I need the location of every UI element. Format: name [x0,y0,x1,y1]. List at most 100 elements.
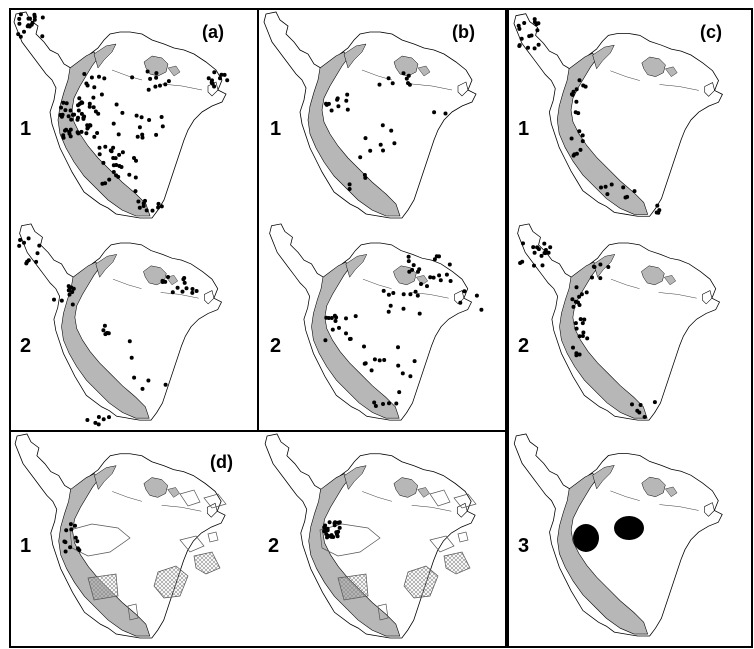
occurrence-point [163,382,168,387]
occurrence-point [102,76,107,81]
occurrence-point [432,110,437,115]
occurrence-point [160,278,165,283]
occurrence-point [68,134,73,139]
occurrence-point [61,135,66,140]
occurrence-point [170,290,175,295]
occurrence-point [101,328,106,333]
occurrence-point [91,105,96,110]
occurrence-point [180,289,185,294]
occurrence-point [85,418,90,422]
panel-c-map-1-points [516,17,662,215]
occurrence-point [516,23,521,28]
occurrence-point [194,289,199,293]
occurrence-point [91,95,96,100]
occurrence-point [576,300,580,305]
occurrence-point [76,546,80,551]
occurrence-point [431,275,436,280]
occurrence-point [25,24,30,29]
occurrence-point [22,29,26,34]
occurrence-point [337,325,341,330]
occurrence-point [401,71,406,76]
occurrence-point [111,170,116,174]
occurrence-point [120,110,125,115]
occurrence-point [353,314,358,319]
occurrence-point [638,403,643,407]
occurrence-point [576,111,581,116]
occurrence-point [332,523,337,528]
occurrence-point [419,282,423,286]
occurrence-point [76,108,81,113]
occurrence-point [153,84,158,89]
occurrence-point [536,42,541,47]
panel-d-map-1-areas [69,489,227,621]
occurrence-point [68,108,73,113]
occurrence-point [59,105,63,110]
occurrence-point [158,83,162,88]
occurrence-point [569,136,574,141]
occurrence-point [344,316,348,321]
occurrence-point [381,402,385,406]
occurrence-point [437,254,441,259]
occurrence-point [52,297,56,302]
occurrence-point [540,263,545,268]
occurrence-point [324,102,329,107]
occurrence-point [401,306,406,311]
occurrence-point [69,527,74,532]
occurrence-point [96,422,101,427]
occurrence-point [438,278,443,283]
occurrence-point [40,34,45,39]
occurrence-point [116,174,121,179]
occurrence-point [391,291,396,295]
occurrence-point [129,355,134,360]
occurrence-point [408,292,413,297]
occurrence-point [182,280,187,285]
occurrence-point [154,71,159,76]
panel-a-map-1-points [16,12,230,213]
occurrence-point [147,118,152,122]
occurrence-point [400,371,405,376]
occurrence-point [68,545,73,550]
occurrence-point [642,415,647,419]
occurrence-point [17,21,22,26]
occurrence-point [335,97,340,102]
occurrence-point [437,273,442,278]
occurrence-point [413,289,418,294]
occurrence-point [444,272,449,277]
occurrence-point [60,112,65,117]
occurrence-point [212,70,217,75]
occurrence-point [580,133,585,138]
occurrence-point [76,115,80,120]
occurrence-point [156,201,161,206]
occurrence-point [63,108,68,113]
occurrence-point [571,304,576,309]
occurrence-point [406,254,411,259]
occurrence-point [103,144,108,149]
occurrence-point [582,317,587,322]
occurrence-point [381,148,385,153]
occurrence-point [344,98,349,103]
panel-b-map-1-points [324,71,448,191]
occurrence-point [581,330,586,335]
occurrence-point [332,313,337,318]
occurrence-point [77,96,82,101]
occurrence-point [59,298,64,303]
occurrence-point [113,156,118,161]
panel-a-row-2-label: 2 [20,335,31,357]
occurrence-point [146,378,151,383]
occurrence-point [93,109,98,114]
occurrence-point [394,401,399,406]
occurrence-point [34,259,39,264]
occurrence-point [381,288,386,293]
occurrence-point [574,353,579,358]
occurrence-point [70,302,75,307]
occurrence-point [546,250,551,255]
occurrence-point [101,417,106,422]
occurrence-point [578,147,583,152]
occurrence-point [141,204,146,208]
occurrence-point [97,145,102,150]
occurrence-point [447,262,452,267]
occurrence-point [103,181,108,186]
occurrence-point [598,262,603,267]
occurrence-point [577,334,582,339]
occurrence-point [17,243,22,248]
